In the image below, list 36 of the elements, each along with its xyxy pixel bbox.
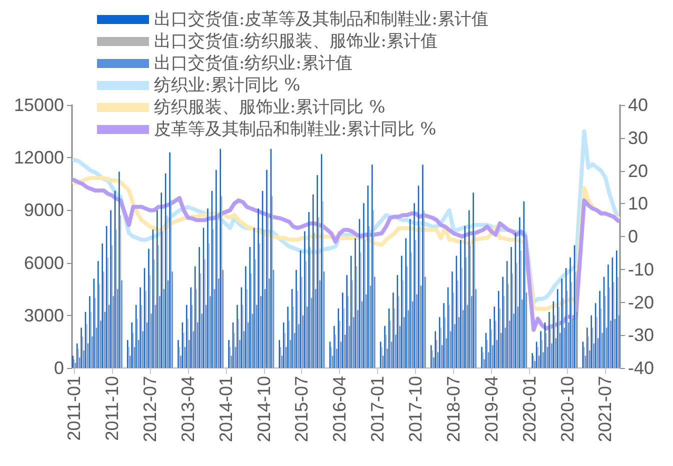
y2-tick-label: 40 xyxy=(628,95,648,115)
x-tick-label: 2011-10 xyxy=(102,376,122,441)
y2-tick-label: -30 xyxy=(628,325,654,346)
legend-label: 纺织服装、服饰业:累计同比 % xyxy=(154,98,386,118)
y-tick-label: 6000 xyxy=(24,252,64,273)
y2-tick-label: -10 xyxy=(628,259,654,280)
y2-tick-label: -40 xyxy=(628,358,654,378)
x-tick-label: 2013-04 xyxy=(178,376,198,442)
x-tick-label: 2017-10 xyxy=(406,376,426,442)
y2-tick-label: 10 xyxy=(628,194,648,214)
x-tick-label: 2014-01 xyxy=(216,376,236,442)
legend-label: 出口交货值:纺织业:累计值 xyxy=(154,54,352,74)
x-tick-label: 2017-01 xyxy=(368,376,388,442)
legend-label: 出口交货值:皮革等及其制品和制鞋业:累计值 xyxy=(154,10,488,30)
y-tick-label: 3000 xyxy=(24,305,64,326)
x-tick-label: 2015-07 xyxy=(292,376,312,442)
x-tick-label: 2011-01 xyxy=(64,376,84,441)
x-tick-label: 2019-04 xyxy=(481,376,502,442)
y2-tick-label: 0 xyxy=(628,226,638,246)
x-tick-label: 2016-04 xyxy=(330,376,350,442)
legend-label: 皮革等及其制品和制鞋业:累计同比 % xyxy=(154,120,436,140)
x-tick-label: 2012-07 xyxy=(140,376,160,442)
legend-label: 出口交货值:纺织服装、服饰业:累计值 xyxy=(154,32,438,52)
x-tick-label: 2020-01 xyxy=(519,376,540,442)
y2-tick-label: 20 xyxy=(628,160,648,181)
y2-tick-label: 30 xyxy=(628,128,648,148)
x-tick-label: 2014-10 xyxy=(254,376,274,442)
y2-tick-label: -20 xyxy=(628,292,654,312)
y-tick-label: 15000 xyxy=(14,95,64,115)
y-tick-label: 12000 xyxy=(14,148,64,168)
x-tick-label: 2020-10 xyxy=(557,376,578,442)
y-tick-label: 9000 xyxy=(24,200,64,220)
x-tick-label: 2018-07 xyxy=(443,376,464,442)
x-tick-label: 2021-07 xyxy=(595,376,616,442)
y-tick-label: 0 xyxy=(54,358,64,378)
legend-label: 纺织业:累计同比 % xyxy=(154,76,300,96)
